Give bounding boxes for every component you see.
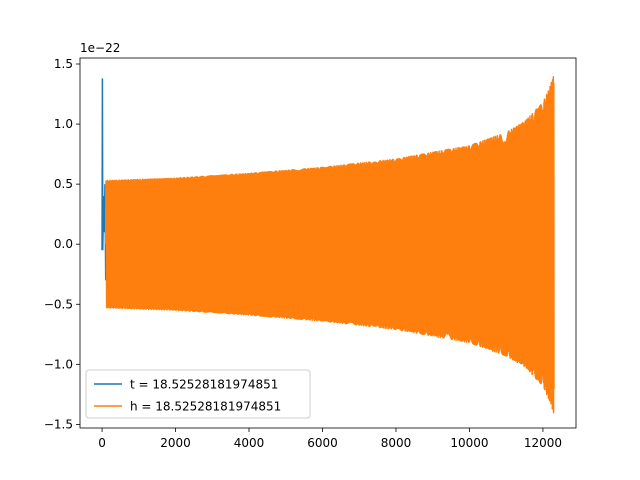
x-tick-label: 0 (98, 436, 106, 450)
y-tick-label: −1.0 (44, 357, 73, 371)
axes-frame (79, 57, 577, 429)
x-tick-label: 4000 (234, 436, 265, 450)
legend: t = 18.52528181974851 h = 18.52528181974… (85, 369, 311, 419)
y-tick-label: −1.5 (44, 417, 73, 431)
legend-label-t: t = 18.52528181974851 (130, 378, 278, 392)
legend-box (85, 369, 311, 419)
plot-area (101, 75, 555, 414)
y-tick-label: 0.5 (54, 177, 73, 191)
y-tick-label: 1.0 (54, 117, 73, 131)
legend-label-h: h = 18.52528181974851 (130, 400, 281, 414)
x-tick-label: 10000 (450, 436, 488, 450)
series-line-h (104, 75, 555, 414)
y-tick-label: 0.0 (54, 237, 73, 251)
y-axis: −1.5 −1.0 −0.5 0.0 0.5 1.0 1.5 (44, 57, 80, 431)
x-tick-label: 2000 (160, 436, 191, 450)
y-tick-label: −0.5 (44, 297, 73, 311)
x-tick-label: 8000 (381, 436, 412, 450)
x-axis: 0 2000 4000 6000 8000 10000 12000 (98, 428, 562, 450)
x-tick-label: 6000 (307, 436, 338, 450)
y-tick-label: 1.5 (54, 57, 73, 71)
series-line-t (101, 78, 107, 281)
x-tick-label: 12000 (524, 436, 562, 450)
y-offset-text: 1e−22 (80, 41, 120, 55)
